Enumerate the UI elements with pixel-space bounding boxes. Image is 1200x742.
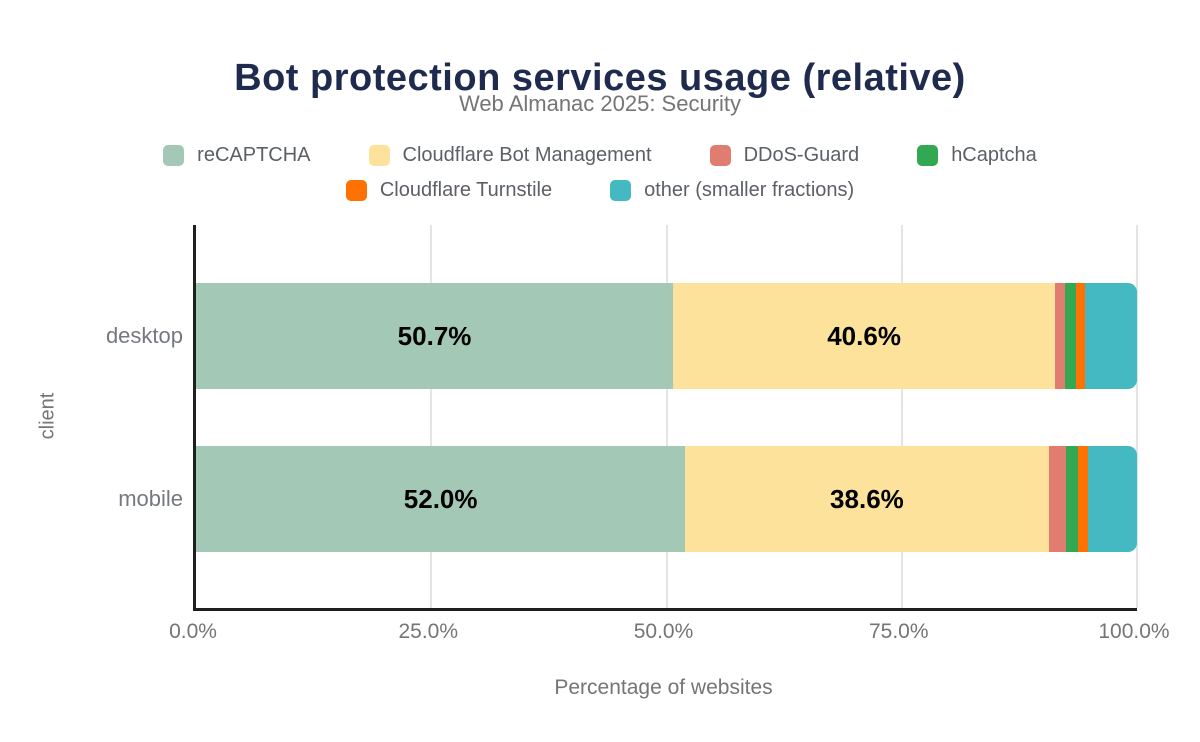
gridline: [430, 225, 433, 608]
plot-area: 50.7% 40.6% 52.0% 38.6%: [193, 225, 1138, 611]
legend-swatch-icon: [368, 144, 390, 166]
bar-value-label: 40.6%: [827, 320, 901, 351]
bar-segment: 50.7%: [196, 283, 674, 389]
legend-item: other (smaller fractions): [610, 177, 854, 203]
x-axis-tick-label: 50.0%: [633, 620, 694, 643]
bar-row: 52.0% 38.6%: [196, 446, 1137, 552]
legend-swatch-icon: [709, 144, 731, 166]
bar-segment: [1048, 446, 1067, 552]
bar-segment: [1085, 283, 1137, 389]
gridline: [1136, 225, 1138, 608]
x-axis-tick-label: 0.0%: [169, 620, 217, 643]
legend-swatch-icon: [345, 179, 367, 201]
y-axis-tick-label: desktop: [105, 323, 183, 348]
legend-label: other (smaller fractions): [644, 178, 855, 201]
legend-label: DDoS-Guard: [743, 143, 860, 166]
legend-swatch-icon: [610, 179, 632, 201]
bar-value-label: 38.6%: [830, 483, 904, 514]
gridline: [665, 225, 668, 608]
legend-item: reCAPTCHA: [163, 142, 311, 168]
bar-value-label: 52.0%: [403, 483, 478, 514]
chart-title: Bot protection services usage (relative): [234, 57, 966, 100]
bar-value-label: 50.7%: [397, 320, 472, 351]
y-axis-tick-labels: desktop mobile: [0, 225, 183, 608]
bar-segment: 38.6%: [685, 446, 1049, 552]
legend-label: hCaptcha: [951, 143, 1037, 166]
x-axis-tick-label: 75.0%: [868, 620, 929, 643]
y-axis-tick-label: mobile: [118, 486, 183, 511]
bar-segment: [1088, 446, 1137, 552]
x-axis-tick-labels: 0.0% 25.0% 50.0% 75.0% 100.0%: [169, 620, 1170, 650]
legend-item: DDoS-Guard: [709, 142, 860, 168]
chart-subtitle: Web Almanac 2025: Security: [458, 91, 742, 116]
y-axis-title: client: [36, 392, 59, 440]
bar-segment: [1055, 283, 1066, 389]
legend: reCAPTCHA Cloudflare Bot Management DDoS-G…: [100, 142, 1100, 203]
x-axis-tick-label: 25.0%: [398, 620, 459, 643]
bar-segment: 52.0%: [196, 446, 686, 552]
legend-label: Cloudflare Turnstile: [379, 178, 553, 201]
legend-item: Cloudflare Turnstile: [345, 177, 553, 203]
bar-segment: 40.6%: [673, 283, 1056, 389]
legend-label: Cloudflare Bot Management: [402, 143, 652, 166]
legend-label: reCAPTCHA: [197, 143, 311, 166]
x-axis-tick-label: 100.0%: [1098, 620, 1170, 643]
legend-item: Cloudflare Bot Management: [368, 142, 652, 168]
bar-segment: [1066, 446, 1078, 552]
bar-segment: [1065, 283, 1076, 389]
legend-swatch-icon: [163, 144, 185, 166]
bar-row: 50.7% 40.6%: [196, 283, 1137, 389]
bar-segment: [1075, 283, 1086, 389]
gridline: [900, 225, 903, 608]
legend-item: hCaptcha: [917, 142, 1037, 168]
legend-swatch-icon: [917, 144, 939, 166]
x-axis-title: Percentage of websites: [554, 676, 773, 699]
bar-segment: [1077, 446, 1089, 552]
